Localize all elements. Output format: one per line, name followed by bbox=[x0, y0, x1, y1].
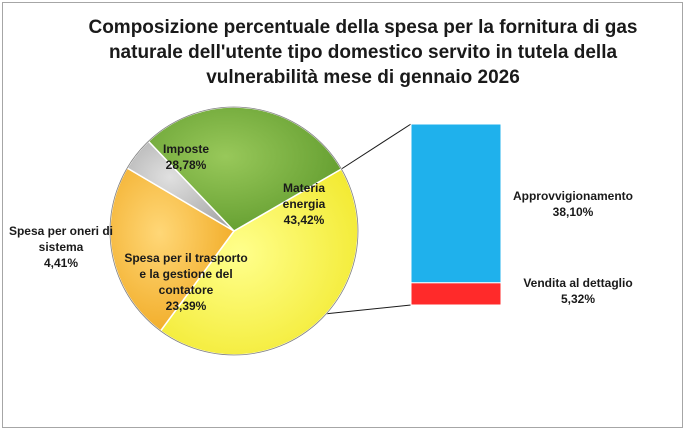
pie-label-trasporto: Spesa per il trasporto e la gestione del c… bbox=[124, 251, 247, 313]
pie-label-imposte: Imposte 28,78% bbox=[163, 142, 209, 172]
pie-label-materia: Materia energia 43,42% bbox=[283, 181, 326, 227]
bar-label-vendita: Vendita al dettaglio 5,32% bbox=[523, 276, 632, 306]
pie-label-oneri: Spesa per oneri di sistema 4,41% bbox=[9, 224, 113, 270]
connector-line-top bbox=[341, 123, 412, 170]
pie-outline bbox=[109, 106, 359, 356]
chart-title: Composizione percentuale della spesa per… bbox=[88, 17, 638, 88]
bar-segment-approv bbox=[410, 123, 502, 284]
bar-label-approv: Approvvigionamento 38,10% bbox=[513, 189, 633, 219]
bar-segment-vendita bbox=[410, 282, 502, 306]
